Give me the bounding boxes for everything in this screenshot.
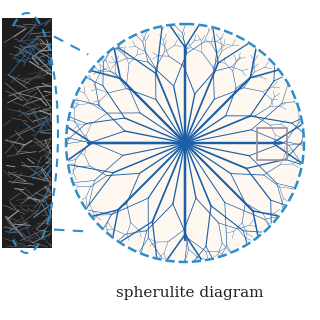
Text: spherulite diagram: spherulite diagram (116, 286, 264, 300)
Bar (2, 18, 52, 248)
Circle shape (67, 25, 303, 261)
Bar (257, 128, 287, 160)
